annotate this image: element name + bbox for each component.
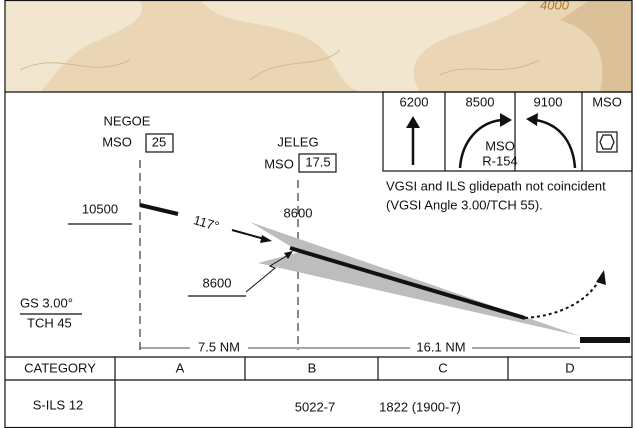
glideslope: GS 3.00° xyxy=(20,295,73,310)
fix-altitude: 8600 xyxy=(284,205,313,220)
table-header: CATEGORY xyxy=(24,360,96,375)
category: C xyxy=(438,360,447,375)
turn-label: R-154 xyxy=(482,153,517,168)
altitude: 10500 xyxy=(82,201,118,216)
arrowhead xyxy=(500,113,512,127)
missed-approach: 6200 8500 9100 MSO MSO R-154 xyxy=(383,92,632,171)
category: B xyxy=(308,360,317,375)
fix-dme: 17.5 xyxy=(305,154,330,169)
missed-step: MSO xyxy=(592,94,622,109)
tch: TCH 45 xyxy=(27,315,72,330)
missed-step: 9100 xyxy=(534,94,563,109)
terrain-map: 4000 xyxy=(5,0,632,92)
missed-step: 6200 xyxy=(400,94,429,109)
turn-arrow xyxy=(536,120,575,168)
course: 117° xyxy=(192,212,221,234)
approach-name: S-ILS 12 xyxy=(33,397,84,412)
intercept-altitude: 8600 xyxy=(203,275,232,290)
glidepath xyxy=(290,248,525,318)
fix-source: MSO xyxy=(102,134,132,149)
distance: 7.5 NM xyxy=(198,339,240,354)
note: VGSI and ILS glidepath not coincident xyxy=(386,178,606,193)
turn-label: MSO xyxy=(485,138,515,153)
arrowhead xyxy=(406,116,420,128)
category: D xyxy=(565,360,574,375)
arrowhead xyxy=(526,113,538,126)
approach-chart: 4000 6200 8500 9100 MSO MSO R-154 VGSI a… xyxy=(0,0,637,428)
flight-path xyxy=(140,205,178,214)
minimum-value: 5022-7 xyxy=(295,399,335,414)
arrowhead xyxy=(260,235,272,243)
fix-source: MSO xyxy=(264,156,294,171)
runway xyxy=(580,337,630,343)
arrowhead xyxy=(596,270,606,285)
contour-label: 4000 xyxy=(540,0,570,12)
fix-name: JELEG xyxy=(277,134,318,149)
fix-dme: 25 xyxy=(152,134,166,149)
minimums-table: CATEGORY A B C D S-ILS 12 5022-7 1822 (1… xyxy=(5,357,632,428)
fix-name: NEGOE xyxy=(104,113,151,128)
vor-symbol xyxy=(600,135,614,149)
profile: NEGOE MSO 25 JELEG MSO 17.5 10500 117° 8… xyxy=(20,113,630,355)
distance: 16.1 NM xyxy=(416,339,465,354)
note: (VGSI Angle 3.00/TCH 55). xyxy=(386,197,543,212)
missed-step: 8500 xyxy=(466,94,495,109)
vgsi-wedge xyxy=(250,222,580,336)
minimum-height: 1822 (1900-7) xyxy=(379,399,461,414)
missed-path xyxy=(525,278,600,318)
category: A xyxy=(176,360,185,375)
